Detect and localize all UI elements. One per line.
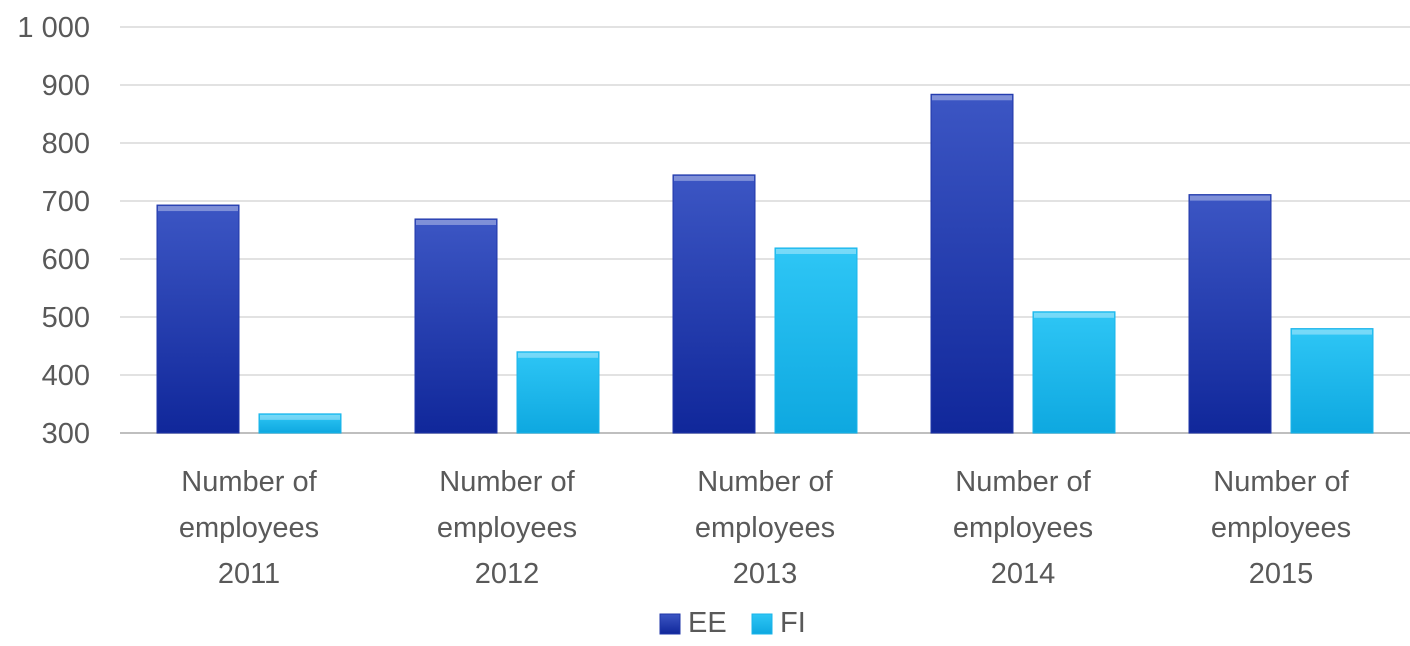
category-label: Number of employees 2015 (1211, 466, 1351, 590)
bar-fi-2 (516, 351, 600, 434)
category-label-line: Number of (1213, 466, 1349, 498)
legend-swatch (751, 613, 773, 635)
bar-ee-3 (672, 174, 756, 434)
category-label-line: 2013 (733, 558, 798, 590)
legend: EE FI (659, 607, 806, 639)
legend-label: FI (780, 607, 806, 639)
bar-highlight (158, 206, 238, 212)
y-tick-label: 300 (42, 418, 90, 450)
category-label: Number of employees 2011 (179, 466, 319, 590)
category-label: Number of employees 2014 (953, 466, 1093, 590)
bar-fi-1 (258, 413, 342, 434)
y-tick-label: 900 (42, 70, 90, 102)
bar-highlight (674, 175, 754, 181)
legend-item-fi: FI (751, 607, 806, 639)
bar-highlight (1190, 195, 1270, 201)
category-label-line: employees (1211, 512, 1351, 544)
category-label: Number of employees 2012 (437, 466, 577, 590)
category-label-line: Number of (697, 466, 833, 498)
category-label-line: Number of (439, 466, 575, 498)
bar-highlight (518, 352, 598, 358)
bar-ee-1 (156, 204, 240, 434)
category-label-line: employees (437, 512, 577, 544)
y-axis-ticks: 300 400 500 600 700 800 900 1 000 (17, 12, 90, 450)
category-label-line: 2014 (991, 558, 1056, 590)
category-label: Number of employees 2013 (695, 466, 835, 590)
bar-fi-4 (1032, 311, 1116, 434)
bar-ee-5 (1188, 194, 1272, 434)
y-tick-label: 400 (42, 360, 90, 392)
category-label-line: employees (179, 512, 319, 544)
category-label-line: 2015 (1249, 558, 1314, 590)
bar-highlight (932, 95, 1012, 101)
bar-highlight (1034, 312, 1114, 318)
y-tick-label: 1 000 (17, 12, 90, 44)
legend-label: EE (688, 607, 727, 639)
y-tick-label: 800 (42, 128, 90, 160)
bars (156, 93, 1374, 434)
legend-swatch (659, 613, 681, 635)
legend-item-ee: EE (659, 607, 727, 639)
y-tick-label: 600 (42, 244, 90, 276)
category-label-line: employees (953, 512, 1093, 544)
bar-ee-2 (414, 218, 498, 434)
y-tick-label: 500 (42, 302, 90, 334)
bar-highlight (260, 414, 340, 420)
bar-highlight (1292, 329, 1372, 335)
category-label-line: 2012 (475, 558, 540, 590)
bar-highlight (776, 248, 856, 254)
y-tick-label: 700 (42, 186, 90, 218)
bar-fi-5 (1290, 328, 1374, 434)
bar-highlight (416, 219, 496, 225)
bar-ee-4 (930, 93, 1014, 434)
x-axis-categories: Number of employees 2011 Number of employees… (179, 466, 1351, 590)
category-label-line: 2011 (218, 558, 280, 590)
bar-fi-3 (774, 247, 858, 434)
category-label-line: employees (695, 512, 835, 544)
category-label-line: Number of (181, 466, 317, 498)
category-label-line: Number of (955, 466, 1091, 498)
